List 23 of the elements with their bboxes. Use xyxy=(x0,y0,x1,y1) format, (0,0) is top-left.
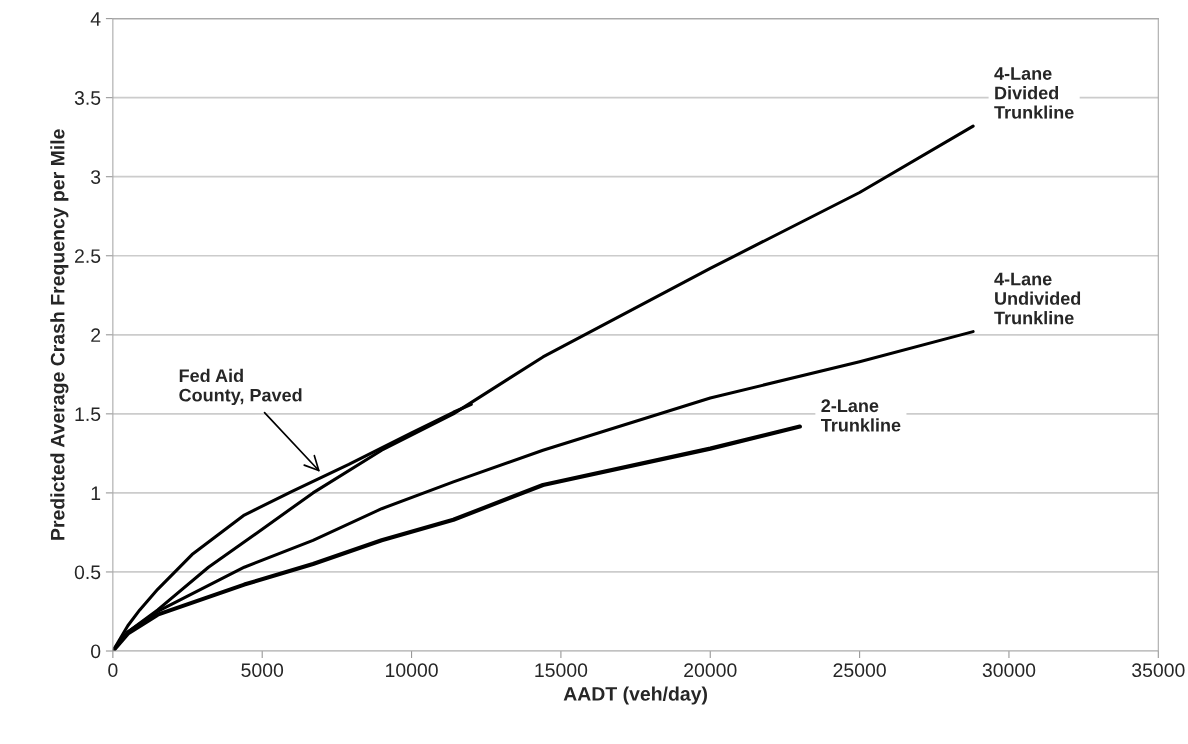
x-tick-label: 15000 xyxy=(535,663,588,678)
y-tick-label: 4 xyxy=(90,12,101,26)
y-tick-label: 2 xyxy=(91,328,101,342)
y-tick-label: 0.5 xyxy=(74,565,101,580)
series-label: 4-Lane Undivided Trunkline xyxy=(994,272,1081,325)
series-label: 4-Lane Divided Trunkline xyxy=(994,67,1074,119)
annotation: Fed Aid County, Paved xyxy=(179,368,302,406)
y-tick-label: 1.5 xyxy=(75,407,101,422)
x-tick-label: 10000 xyxy=(386,663,438,678)
y-tick-label: 3.5 xyxy=(74,91,101,105)
y-tick-label: 3 xyxy=(90,170,101,184)
x-tick-label: 30000 xyxy=(982,663,1036,678)
series-label: 2-Lane Trunkline xyxy=(820,399,901,432)
y-tick-label: 0 xyxy=(91,644,101,659)
y-axis-title: Predicted Average Crash Frequency per Mile xyxy=(50,129,69,540)
x-tick-label: 0 xyxy=(108,663,118,678)
y-tick-label: 2.5 xyxy=(75,249,101,263)
x-tick-label: 20000 xyxy=(684,663,737,678)
x-tick-label: 5000 xyxy=(241,663,284,678)
x-tick-label: 35000 xyxy=(1132,663,1185,678)
x-tick-label: 25000 xyxy=(833,663,886,678)
x-axis-title: AADT (veh/day) xyxy=(563,686,707,705)
y-tick-label: 1 xyxy=(91,486,101,500)
